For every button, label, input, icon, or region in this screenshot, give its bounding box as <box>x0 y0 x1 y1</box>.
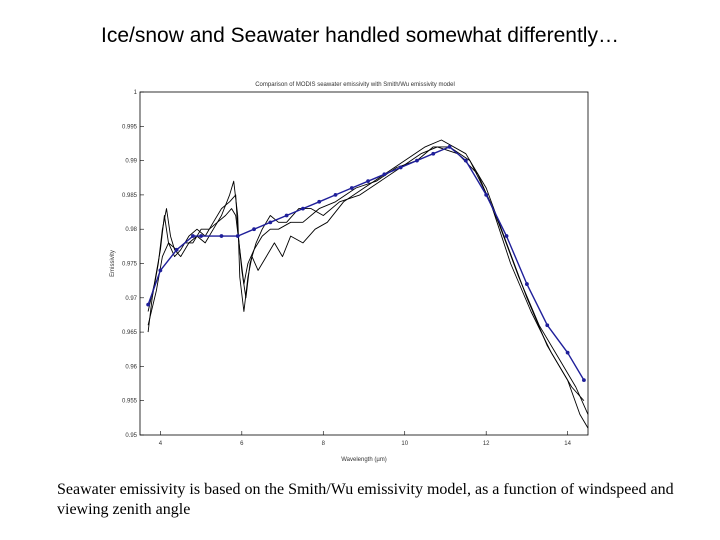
y-tick-label: 1 <box>134 90 138 96</box>
y-tick-label: 0.965 <box>122 330 138 336</box>
model-data-point <box>463 158 468 163</box>
x-tick-label: 8 <box>322 441 326 447</box>
model-data-point <box>545 323 550 328</box>
model-data-point <box>565 350 570 355</box>
y-tick-label: 0.96 <box>125 364 137 370</box>
model-data-point <box>219 234 224 238</box>
model-data-point <box>191 234 195 238</box>
model-data-point <box>199 234 203 238</box>
y-tick-label: 0.995 <box>122 124 138 130</box>
model-data-point <box>146 302 151 307</box>
chart-title: Comparison of MODIS seawater emissivity … <box>255 82 455 88</box>
model-data-point <box>382 172 387 177</box>
slide-caption: Seawater emissivity is based on the Smit… <box>57 481 674 518</box>
axis-ticks: 4 6 8 10 12 14 0.95 0.955 0.96 0.965 0.97 0.975 0.98… <box>122 90 572 447</box>
model-data-point <box>525 282 529 286</box>
model-data-point <box>349 186 354 190</box>
measured-series-line-3 <box>147 146 585 401</box>
x-tick-label: 10 <box>401 441 408 447</box>
plot-frame <box>139 91 589 436</box>
model-data-point <box>333 193 338 197</box>
y-tick-label: 0.985 <box>122 193 138 199</box>
model-data-point <box>415 158 419 163</box>
x-tick-label: 4 <box>159 441 163 447</box>
model-data-point <box>582 378 586 383</box>
y-tick-label: 0.95 <box>125 433 137 439</box>
y-axis-label: Emissivity <box>110 250 116 277</box>
y-tick-label: 0.99 <box>125 159 137 165</box>
slide-title: Ice/snow and Seawater handled somewhat d… <box>101 24 619 47</box>
series-layer <box>146 139 589 429</box>
model-series-line <box>147 146 585 381</box>
model-data-point <box>431 151 436 156</box>
x-tick-label: 6 <box>240 441 244 447</box>
emissivity-chart: Comparison of MODIS seawater emissivity … <box>100 72 600 477</box>
model-data-point <box>252 227 256 232</box>
model-data-point <box>174 247 179 252</box>
y-tick-label: 0.975 <box>122 262 138 268</box>
model-data-point <box>317 199 322 204</box>
model-data-point <box>447 144 452 149</box>
model-data-point <box>158 268 163 273</box>
model-data-point <box>504 234 509 238</box>
x-tick-label: 12 <box>483 441 490 447</box>
y-tick-label: 0.955 <box>122 399 138 405</box>
model-data-point <box>484 193 489 197</box>
model-data-point <box>284 213 289 218</box>
y-tick-label: 0.98 <box>125 227 137 233</box>
measured-series-line-1 <box>147 139 589 429</box>
model-data-point <box>235 234 240 238</box>
x-tick-label: 14 <box>564 441 571 447</box>
model-data-point <box>398 165 403 170</box>
x-axis-label: Wavelength (µm) <box>341 457 387 463</box>
model-data-point <box>268 220 273 225</box>
chart-svg: Comparison of MODIS seawater emissivity … <box>110 82 589 463</box>
y-tick-label: 0.97 <box>125 296 137 302</box>
model-data-point <box>301 206 305 211</box>
model-data-point <box>366 179 370 184</box>
measured-series-line-2 <box>147 146 589 415</box>
